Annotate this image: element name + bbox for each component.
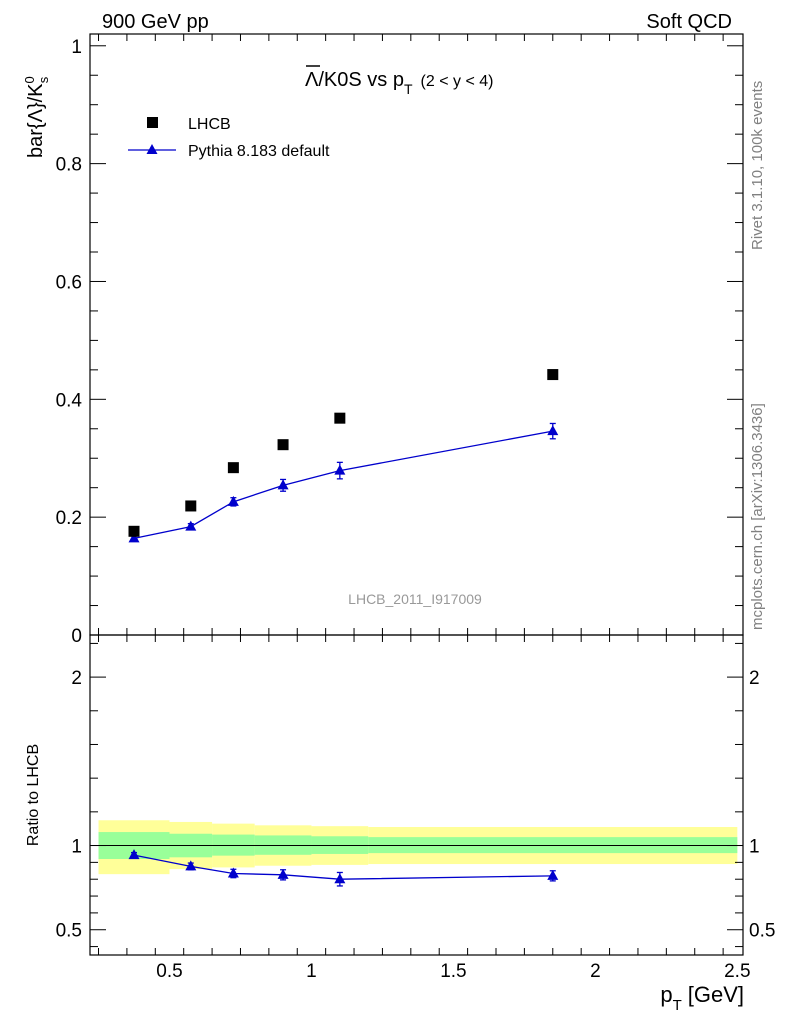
pythia-series — [128, 422, 559, 543]
ratio-x-ticks: 0.5 1 1.5 2 2.5 — [98, 635, 751, 982]
pythia-point — [185, 520, 197, 531]
main-y-tick-label: 0 — [71, 626, 82, 647]
title-main: Λ/K0S vs p — [305, 69, 404, 91]
x-axis-label-sub: T — [673, 997, 682, 1014]
main-y-tick-label: 0.4 — [56, 390, 83, 411]
main-x-ticks — [98, 34, 724, 635]
legend: LHCB Pythia 8.183 default — [128, 116, 330, 160]
ratio-frame — [89, 634, 744, 956]
legend-label-pythia: Pythia 8.183 default — [188, 143, 330, 160]
main-panel: 0 0.2 0.4 0.6 0.8 1 Λ/K0S vs pT (2 < y < 4) ba… — [22, 33, 744, 647]
pythia-line — [133, 430, 553, 540]
x-tick-label: 1.5 — [440, 961, 466, 982]
x-tick-label: 2.5 — [724, 961, 750, 982]
header-energy: 900 GeV pp — [102, 11, 209, 33]
ratio-y-label: Ratio to LHCB — [25, 744, 42, 846]
ratio-y-tick-label-right: 1 — [749, 837, 760, 858]
ratio-y-tick-label-left: 1 — [71, 837, 82, 858]
ratio-pythia-line — [133, 854, 553, 880]
title-range: (2 < y < 4) — [421, 73, 494, 90]
ratio-pythia-point — [185, 860, 197, 871]
ratio-pythia-point — [277, 868, 289, 879]
legend-marker-lhcb — [147, 117, 158, 128]
rivet-label: Rivet 3.1.10, 100k events — [749, 81, 766, 250]
x-tick-label: 1 — [306, 961, 317, 982]
lhcb-point — [334, 412, 346, 424]
lhcb-point — [227, 462, 239, 474]
x-tick-label: 2 — [590, 961, 601, 982]
ratio-y-tick-label-left: 2 — [71, 668, 82, 689]
ratio-pythia-point — [227, 867, 239, 878]
legend-marker-pythia — [146, 144, 158, 154]
lhcb-point — [185, 500, 197, 512]
pythia-point — [277, 479, 289, 490]
pythia-point — [547, 425, 559, 436]
pythia-point — [128, 532, 140, 543]
lhcb-point — [547, 369, 559, 381]
lhcb-point — [128, 525, 140, 537]
lhcb-series — [128, 369, 559, 537]
main-y-label-main: bar{Λ}/K — [25, 83, 47, 158]
legend-label-lhcb: LHCB — [188, 116, 231, 133]
main-y-tick-label: 0.2 — [56, 508, 82, 529]
chart-title: Λ/K0S vs pT (2 < y < 4) — [305, 69, 493, 97]
main-y-ticks: 0 0.2 0.4 0.6 0.8 1 — [56, 37, 743, 647]
header-process: Soft QCD — [646, 11, 732, 33]
main-y-label: bar{Λ}/K0s — [22, 76, 51, 158]
ratio-pythia-point — [334, 873, 346, 884]
lhcb-point — [277, 439, 289, 451]
ratio-y-ticks: 0.5 0.5 1 1 2 2 — [56, 642, 775, 948]
x-axis-label-main: p — [660, 982, 672, 1007]
main-y-tick-label: 0.6 — [56, 272, 82, 293]
ratio-y-tick-label-right: 2 — [749, 668, 760, 689]
pythia-point — [227, 495, 239, 506]
ratio-pythia-point — [547, 869, 559, 880]
ratio-pythia-series — [128, 849, 559, 887]
x-tick-label: 0.5 — [156, 961, 182, 982]
mcplots-label: mcplots.cern.ch [arXiv:1306.3436] — [749, 403, 766, 630]
pythia-point — [334, 464, 346, 475]
main-y-label-sub: s — [36, 76, 51, 83]
main-y-tick-label: 1 — [71, 37, 82, 58]
title-sub: T — [404, 81, 413, 97]
main-y-label-sup: 0 — [22, 76, 37, 83]
ratio-y-tick-label-right: 0.5 — [749, 921, 775, 942]
ratio-uncertainty-bands — [98, 820, 738, 875]
ratio-panel: 0.5 0.5 1 1 2 2 0.5 1 1.5 2 2.5 Ratio to LHCB pT [… — [25, 634, 775, 1014]
ratio-pythia-point — [128, 849, 140, 860]
main-y-tick-label: 0.8 — [56, 155, 82, 176]
x-axis-label-unit: [GeV] — [688, 982, 744, 1007]
x-axis-label: pT [GeV] — [660, 982, 744, 1014]
watermark: LHCB_2011_I917009 — [348, 591, 482, 607]
ratio-y-tick-label-left: 0.5 — [56, 921, 82, 942]
